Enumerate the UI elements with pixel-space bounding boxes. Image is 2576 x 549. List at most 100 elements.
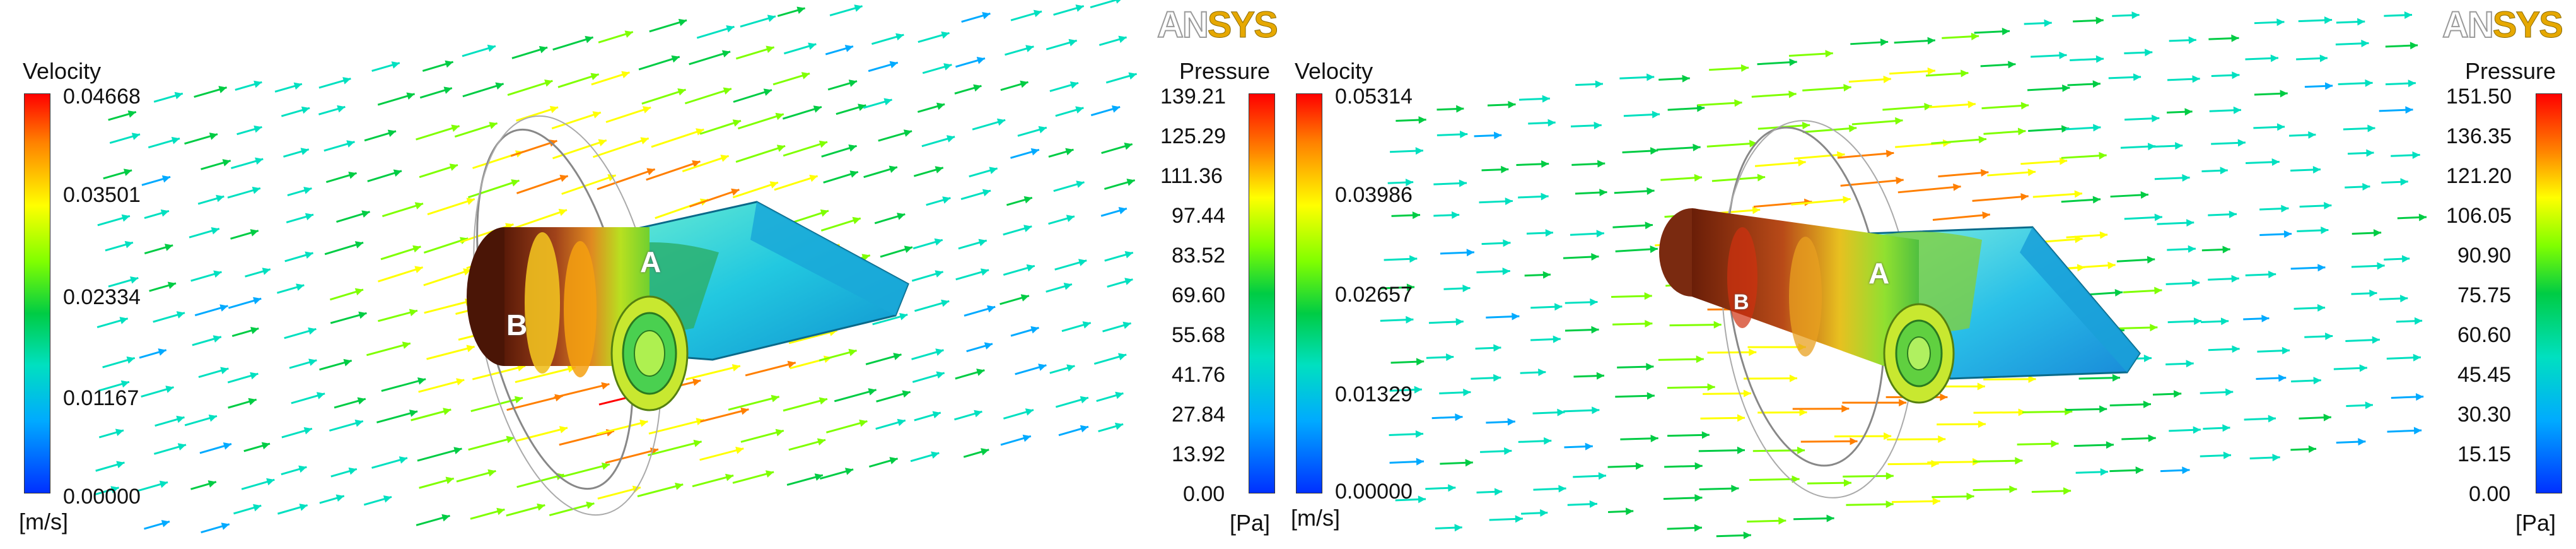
velocity-arrow	[728, 396, 780, 411]
velocity-arrowhead	[2188, 245, 2196, 253]
velocity-arrowhead	[343, 358, 352, 367]
velocity-arrowhead	[219, 304, 228, 312]
velocity-arrowhead	[211, 227, 219, 235]
velocity-arrowhead	[1076, 180, 1085, 188]
fin-edge	[2020, 227, 2140, 372]
velocity-arrowhead	[1597, 160, 1606, 168]
velocity-arrowhead	[1542, 95, 1550, 103]
velocity-arrowhead	[1545, 229, 1553, 237]
velocity-arrowhead	[316, 392, 325, 399]
velocity-arrowhead	[732, 119, 741, 127]
velocity-arrowhead	[414, 266, 423, 273]
velocity-arrowhead	[2009, 485, 2017, 493]
velocity-arrowhead	[511, 179, 520, 187]
velocity-arrowhead	[1118, 207, 1127, 215]
velocity-arrowhead	[1459, 179, 1467, 187]
velocity-arrowhead	[2415, 393, 2424, 401]
velocity-arrow	[470, 397, 523, 412]
velocity-arrowhead	[299, 504, 308, 511]
velocity-arrowhead	[1418, 116, 1426, 124]
velocity-arrowhead	[412, 245, 421, 253]
velocity-arrowhead	[946, 135, 955, 143]
velocity-arrowhead	[2317, 264, 2326, 272]
velocity-arrowhead	[2229, 210, 2237, 218]
velocity-arrowhead	[383, 495, 392, 503]
velocity-arrowhead	[558, 208, 567, 216]
velocity-arrowhead	[2308, 445, 2317, 453]
velocity-arrowhead	[1542, 271, 1551, 279]
pressure-legend-title: Pressure	[1179, 58, 1271, 84]
velocity-arrowhead	[119, 317, 128, 324]
velocity-arrowhead	[1590, 298, 1598, 306]
velocity-arrowhead	[1752, 206, 1761, 215]
velocity-arrowhead	[796, 6, 805, 14]
velocity-arrowhead	[1971, 32, 1979, 40]
velocity-arrowhead	[1644, 292, 1652, 300]
velocity-arrowhead	[2412, 151, 2420, 159]
velocity-tick: 0.03501	[63, 183, 141, 207]
velocity-arrowhead	[989, 167, 998, 174]
velocity-arrowhead	[935, 270, 943, 278]
velocity-arrowhead	[1826, 514, 1834, 522]
velocity-arrowhead	[2182, 174, 2190, 182]
velocity-arrowhead	[2324, 82, 2333, 90]
velocity-arrowhead	[1038, 363, 1047, 371]
velocity-arrowhead	[1940, 393, 1948, 401]
velocity-arrowhead	[1463, 388, 1471, 396]
velocity-arrowhead	[1462, 284, 1471, 292]
velocity-arrow	[684, 88, 732, 105]
velocity-arrowhead	[158, 348, 166, 356]
velocity-arrowhead	[2418, 213, 2427, 221]
velocity-arrowhead	[2059, 51, 2067, 59]
velocity-arrowhead	[1448, 484, 1456, 492]
velocity-arrowhead	[1701, 431, 1710, 439]
velocity-arrowhead	[303, 427, 312, 435]
velocity-arrow	[788, 329, 837, 345]
velocity-arrowhead	[2059, 157, 2068, 165]
velocity-arrowhead	[1694, 462, 1703, 470]
velocity-arrowhead	[2312, 165, 2321, 174]
velocity-arrowhead	[303, 187, 312, 194]
velocity-arrowhead	[1122, 321, 1131, 329]
velocity-arrowhead	[1646, 363, 1654, 371]
velocity-arrow	[685, 365, 741, 381]
velocity-arrowhead	[466, 198, 475, 205]
velocity-arrowhead	[409, 309, 417, 317]
velocity-arrow	[552, 139, 607, 160]
velocity-arrow	[472, 365, 526, 381]
velocity-arrowhead	[2092, 80, 2101, 88]
velocity-arrowhead	[1126, 179, 1135, 186]
velocity-arrowhead	[489, 122, 498, 129]
velocity-arrowhead	[976, 369, 985, 376]
pressure-unit: [Pa]	[2515, 510, 2556, 536]
velocity-arrowhead	[776, 145, 786, 152]
velocity-arrowhead	[1895, 117, 1903, 125]
velocity-arrowhead	[2028, 375, 2036, 383]
velocity-arrowhead	[601, 463, 610, 470]
velocity-arrowhead	[1682, 74, 1690, 83]
velocity-arrowhead	[2174, 390, 2182, 398]
velocity-arrowhead	[2008, 61, 2016, 69]
velocity-arrow	[1791, 198, 1851, 206]
velocity-arrowhead	[1416, 458, 1425, 466]
velocity-arrowhead	[1075, 106, 1084, 114]
velocity-arrowhead	[639, 419, 648, 427]
velocity-arrowhead	[559, 426, 568, 434]
velocity-arrowhead	[2154, 286, 2162, 295]
velocity-arrowhead	[693, 439, 702, 447]
velocity-arrow	[468, 179, 520, 199]
velocity-arrow	[735, 145, 786, 163]
velocity-tick: 0.00000	[63, 485, 141, 509]
velocity-arrowhead	[1075, 4, 1084, 12]
velocity-arrowhead	[1080, 425, 1088, 433]
velocity-arrowhead	[514, 396, 523, 404]
velocity-arrowhead	[2400, 178, 2408, 186]
velocity-arrowhead	[2271, 158, 2280, 166]
velocity-arrowhead	[1025, 408, 1034, 416]
pressure-tick: 30.30	[2457, 403, 2512, 427]
velocity-arrowhead	[308, 358, 317, 366]
velocity-tick: 0.02657	[1335, 283, 1413, 307]
velocity-arrowhead	[787, 360, 796, 369]
velocity-arrowhead	[996, 118, 1006, 126]
velocity-arrowhead	[723, 87, 731, 95]
